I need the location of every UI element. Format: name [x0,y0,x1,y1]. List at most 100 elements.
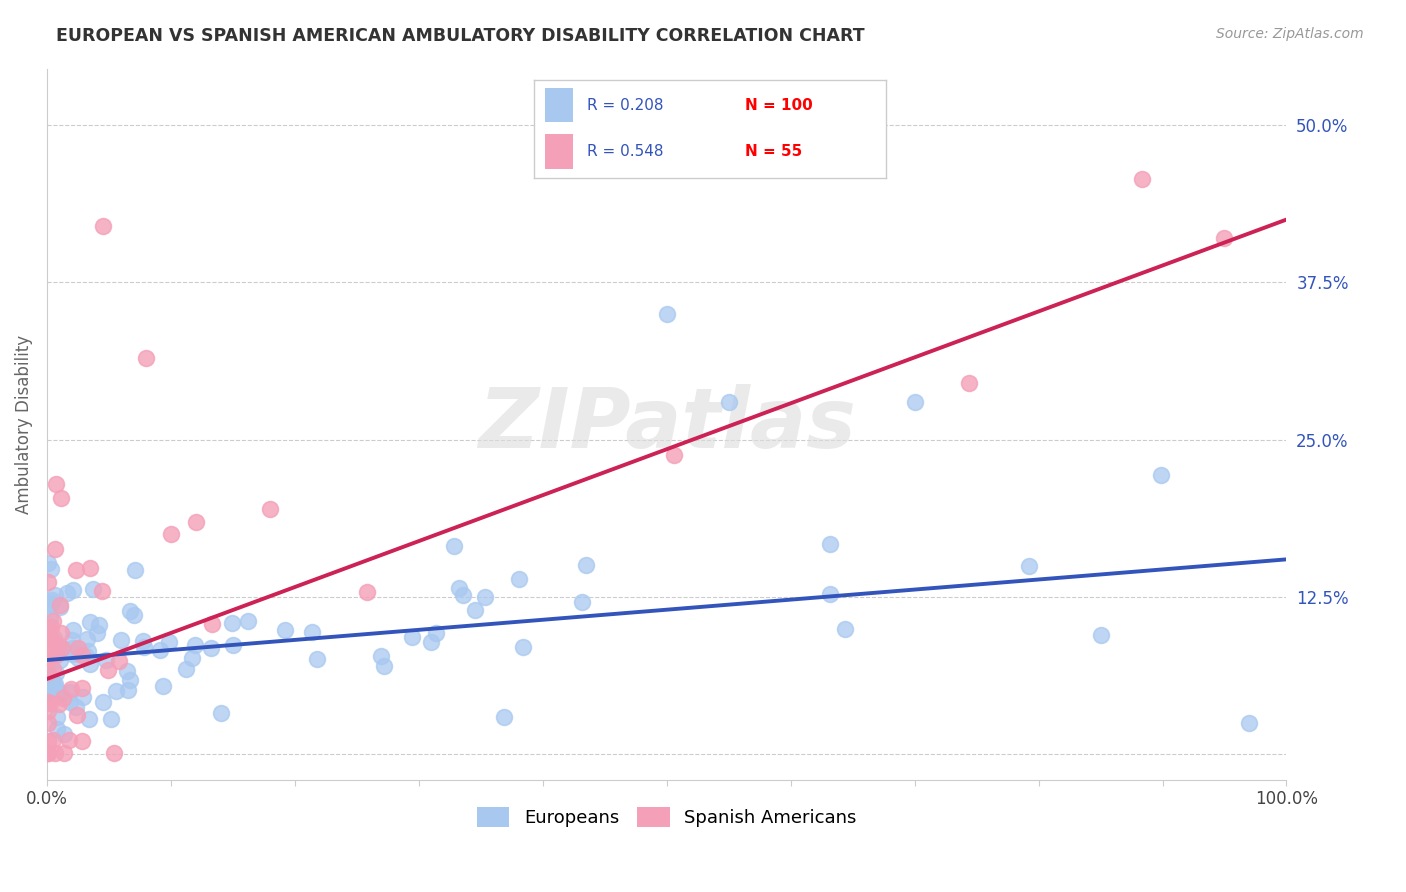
Point [44,677,66,691]
Point [91,583,114,598]
Point [52,691,75,706]
Point [49,641,72,656]
Point [46,710,69,724]
Point [49,626,72,640]
Point [181,650,204,665]
Point [38,599,60,613]
Point [571,595,593,609]
Point [59,695,82,709]
Point [120,673,142,687]
Point [97,663,120,677]
Point [41,593,63,607]
Point [42,631,65,645]
Point [48,697,70,711]
Point [176,662,198,676]
Point [70,648,93,663]
Point [717,395,740,409]
Point [65,562,87,576]
Point [48,685,70,699]
Point [818,537,841,551]
Point [425,626,447,640]
Point [37,557,59,571]
Point [957,376,980,390]
Point [117,683,139,698]
Point [62,582,84,597]
Point [356,585,378,599]
Point [45,723,67,737]
Point [818,587,841,601]
Point [222,638,245,652]
Point [46,639,69,653]
Point [108,654,131,668]
Point [45,648,67,662]
Point [100,712,122,726]
Point [39,632,62,647]
Point [51,641,73,656]
Point [42,661,65,675]
Point [149,642,172,657]
Point [49,652,72,666]
Point [447,581,470,595]
Point [39,632,62,647]
Point [38,638,60,652]
Point [93,696,115,710]
Point [118,604,141,618]
Text: Source: ZipAtlas.com: Source: ZipAtlas.com [1216,27,1364,41]
Point [420,634,443,648]
Point [62,641,84,656]
Point [75,649,97,664]
Point [79,657,101,671]
Point [152,679,174,693]
Point [39,611,62,625]
Point [184,638,207,652]
Point [655,307,678,321]
Legend: Europeans, Spanish Americans: Europeans, Spanish Americans [470,799,863,835]
Point [59,685,82,699]
Point [69,648,91,662]
Point [37,652,59,666]
Point [72,690,94,704]
Bar [544,88,574,122]
Point [45,477,67,491]
Point [53,746,76,760]
Point [200,640,222,655]
Point [37,716,59,731]
Point [37,665,59,680]
Point [49,599,72,614]
Point [60,633,83,648]
Point [42,732,65,747]
Point [451,588,474,602]
Text: R = 0.548: R = 0.548 [588,144,664,159]
Point [70,681,93,695]
Point [373,659,395,673]
Point [221,616,243,631]
Point [37,746,59,760]
Point [76,632,98,646]
Point [115,664,138,678]
Point [82,582,104,596]
Point [62,624,84,638]
Point [44,589,66,603]
Point [474,590,496,604]
Point [42,674,65,689]
Point [575,558,598,573]
Point [236,614,259,628]
Point [77,644,100,658]
Point [157,635,180,649]
Point [122,608,145,623]
Point [79,560,101,574]
Point [201,617,224,632]
Point [44,541,66,556]
Point [160,527,183,541]
Point [37,695,59,709]
Point [42,614,65,628]
Point [1018,558,1040,573]
Point [274,624,297,638]
Point [464,603,486,617]
Point [124,563,146,577]
Point [45,666,67,681]
Point [1090,628,1112,642]
Point [37,574,59,589]
Point [37,690,59,704]
Point [38,673,60,687]
